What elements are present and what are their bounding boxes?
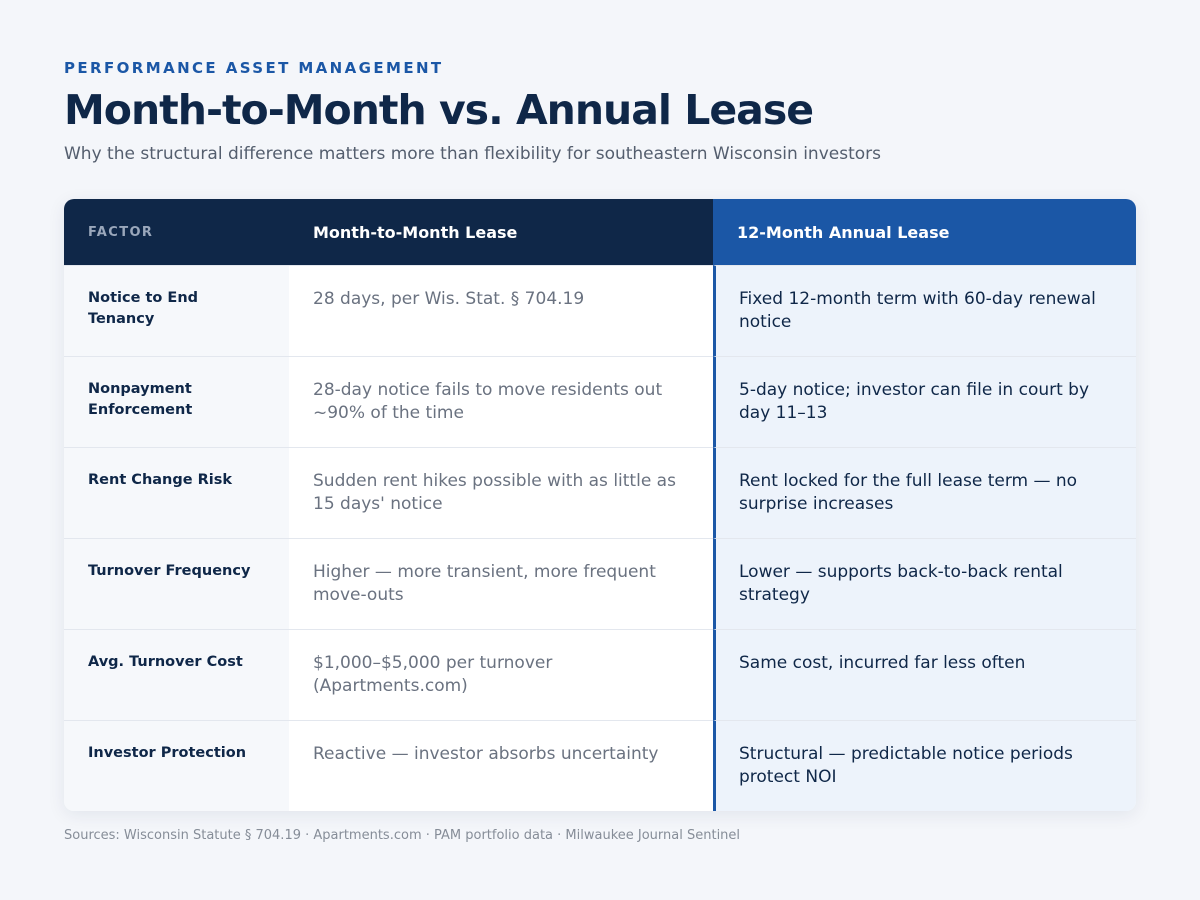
factor-cell: Notice to End Tenancy xyxy=(64,265,289,356)
table-header-row: FACTOR Month-to-Month Lease 12-Month Ann… xyxy=(64,199,1136,265)
comparison-table: FACTOR Month-to-Month Lease 12-Month Ann… xyxy=(64,199,1136,811)
factor-cell: Turnover Frequency xyxy=(64,538,289,629)
column-header-factor: FACTOR xyxy=(64,199,289,265)
annual-cell: Fixed 12-month term with 60-day renewal … xyxy=(713,265,1136,356)
table-row: Notice to End Tenancy 28 days, per Wis. … xyxy=(64,265,1136,356)
table-row: Turnover Frequency Higher — more transie… xyxy=(64,538,1136,629)
sources-footnote: Sources: Wisconsin Statute § 704.19 · Ap… xyxy=(64,828,741,843)
factor-cell: Investor Protection xyxy=(64,720,289,811)
month-to-month-cell: $1,000–$5,000 per turnover (Apartments.c… xyxy=(289,629,713,720)
annual-cell: Structural — predictable notice periods … xyxy=(713,720,1136,811)
month-to-month-cell: Sudden rent hikes possible with as littl… xyxy=(289,447,713,538)
table-row: Rent Change Risk Sudden rent hikes possi… xyxy=(64,447,1136,538)
month-to-month-cell: 28-day notice fails to move residents ou… xyxy=(289,356,713,447)
table-row: Avg. Turnover Cost $1,000–$5,000 per tur… xyxy=(64,629,1136,720)
factor-cell: Nonpayment Enforcement xyxy=(64,356,289,447)
month-to-month-cell: Reactive — investor absorbs uncertainty xyxy=(289,720,713,811)
annual-cell: Same cost, incurred far less often xyxy=(713,629,1136,720)
annual-cell: 5-day notice; investor can file in court… xyxy=(713,356,1136,447)
annual-cell: Rent locked for the full lease term — no… xyxy=(713,447,1136,538)
annual-cell: Lower — supports back-to-back rental str… xyxy=(713,538,1136,629)
brand-eyebrow: PERFORMANCE ASSET MANAGEMENT xyxy=(64,59,444,77)
page-subtitle: Why the structural difference matters mo… xyxy=(64,144,881,164)
column-header-month-to-month: Month-to-Month Lease xyxy=(289,199,713,265)
month-to-month-cell: 28 days, per Wis. Stat. § 704.19 xyxy=(289,265,713,356)
factor-cell: Rent Change Risk xyxy=(64,447,289,538)
month-to-month-cell: Higher — more transient, more frequent m… xyxy=(289,538,713,629)
table-row: Investor Protection Reactive — investor … xyxy=(64,720,1136,811)
page-title: Month-to-Month vs. Annual Lease xyxy=(64,86,814,134)
column-header-annual: 12-Month Annual Lease xyxy=(713,199,1136,265)
table-row: Nonpayment Enforcement 28-day notice fai… xyxy=(64,356,1136,447)
factor-cell: Avg. Turnover Cost xyxy=(64,629,289,720)
